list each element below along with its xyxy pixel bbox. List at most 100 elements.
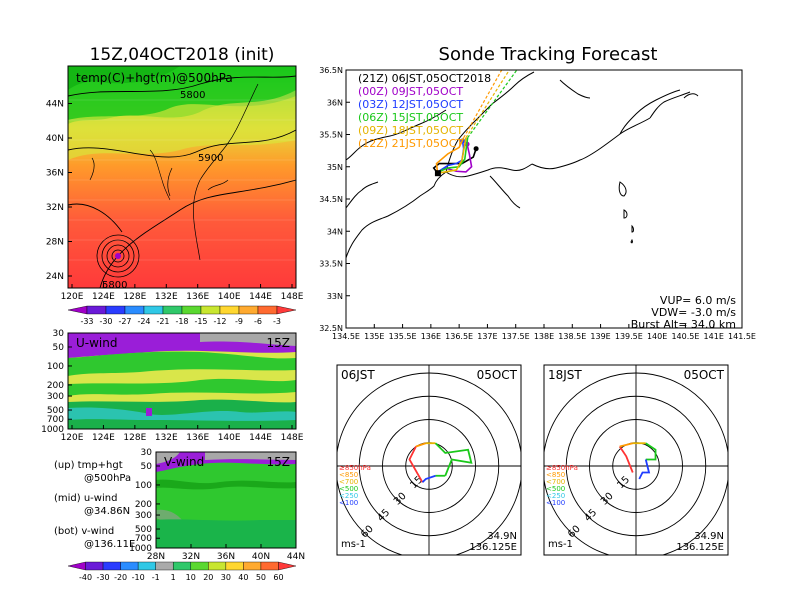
temp-colorbar-swatch [162,305,183,315]
legend-line-5: (bot) v-wind [54,526,114,537]
temp-colorbar: -33 -30 -27 -24 -21 -18 -15 -12 -9 -6 -3 [67,305,297,326]
track-legend-entry: (06Z) 15JST,05OCT [358,111,463,124]
hodo-unit-label: ms-1 [548,539,573,550]
temp-colorbar-swatch [67,305,88,315]
temp-x-tick-label: 136E [186,292,209,302]
map-y-tick-label: 35N [327,163,343,172]
track-params: VUP= 6.0 m/s VDW= -3.0 m/s Burst Alt= 34… [631,294,737,331]
hodo-level-legend: <100 [546,499,565,507]
map-x-tick-label: 141E [704,332,724,341]
wind-colorbar-label: -20 [114,573,127,582]
map-y-tick-label: 36N [327,98,343,107]
legend-line-2: @500hPa [84,473,131,484]
temp-colorbar-swatch [200,305,221,315]
wind-colorbar-swatch [173,561,191,571]
temp-colorbar-swatch [276,305,297,315]
hodo-level-legend: <250 [339,492,358,500]
track-line [437,137,467,174]
wind-colorbar-label: -10 [132,573,145,582]
temp-colorbar-swatch [143,305,164,315]
hodo-wind-trace [638,459,651,480]
vwind-y-tick-label: 500 [135,525,152,535]
map-x-tick-label: 139E [590,332,610,341]
hodo-wind-trace [421,474,436,483]
uwind-y-tick-label: 30 [53,329,65,339]
hodo-level-legend: <850 [546,471,565,479]
vwind-y-tick-label: 50 [141,462,153,472]
wind-colorbar-label: 40 [238,573,248,582]
hodo-wind-trace [408,446,424,483]
track-legend-entry: (03Z) 12JST,05OCT [358,98,463,111]
track-legend: (21Z) 06JST,05OCT2018(00Z) 09JST,05OCT(0… [358,72,491,150]
track-line-dashed [463,70,503,139]
wind-colorbar-label: -40 [79,573,92,582]
vwind-panel-time: 15Z [267,455,291,469]
uwind-x-tick-label: 132E [155,433,178,443]
temp-colorbar-label: -3 [273,317,281,326]
map-x-tick-label: 139.5E [615,332,643,341]
temp-y-tick-label: 36N [46,169,64,179]
temp-colorbar-label: -21 [156,317,169,326]
wind-colorbar-label: -30 [97,573,110,582]
temp-y-tick-label: 44N [46,100,64,110]
uwind-x-tick-label: 144E [249,433,272,443]
vwind-y-tick-label: 200 [135,500,152,510]
wind-colorbar-label: 50 [256,573,266,582]
hodo-wind-trace [619,442,633,448]
hodo-wind-trace [618,445,634,473]
vwind-y-tick-label: 300 [135,511,152,521]
map-x-tick-label: 140.5E [671,332,699,341]
temp-colorbar-label: -27 [118,317,131,326]
hodo-level-legend: <850 [339,471,358,479]
hodo-location-lon: 136.125E [469,542,517,553]
hodo-date-label: 05OCT [477,368,518,382]
map-x-tick-label: 137E [477,332,497,341]
hodo-wind-trace [645,442,657,461]
temp-colorbar-swatch [105,305,126,315]
map-x-tick-label: 138.5E [558,332,586,341]
hodo-level-legend: ≥850hPa [546,464,578,472]
vwind-y-tick-label: 700 [135,534,152,544]
map-x-tick-label: 136.5E [445,332,473,341]
uwind-y-tick-label: 300 [47,392,64,402]
map-y-tick-label: 34N [327,227,343,236]
contour-label-5900: 5900 [198,153,223,164]
vwind-y-tick-label: 100 [135,481,152,491]
vwind-panel [156,452,296,548]
hodo-level-legend: <500 [339,485,358,493]
hodo-location-lat: 34.9N [487,531,517,542]
wind-colorbar-label: 30 [221,573,231,582]
legend-line-1: (up) tmp+hgt [54,460,123,471]
hodo-level-legend: ≥850hPa [339,464,371,472]
wind-colorbar-label: 1 [171,573,176,582]
temp-colorbar-swatch [219,305,240,315]
right-title: Sonde Tracking Forecast [439,44,658,65]
temp-x-tick-label: 148E [281,292,304,302]
panel-legend-text: (up) tmp+hgt @500hPa (mid) u-wind @34.86… [54,460,135,550]
temp-colorbar-label: -6 [254,317,262,326]
map-x-tick-label: 140E [647,332,667,341]
temp-colorbar-label: -33 [80,317,93,326]
wind-colorbar-swatch [278,561,297,571]
wind-colorbar-swatch [85,561,104,571]
temp-y-ticks: 24N 28N 32N 36N 40N 44N [46,100,72,282]
uwind-y-tick-label: 700 [47,415,64,425]
uwind-y-tick-label: 100 [47,362,64,372]
temp-colorbar-swatch [257,305,278,315]
wind-colorbar-swatch [243,561,262,571]
uwind-y-tick-label: 500 [47,406,64,416]
map-x-tick-label: 135E [364,332,384,341]
hodo-date-label: 05OCT [684,368,725,382]
uwind-y-tick-label: 200 [47,381,64,391]
vwind-x-tick-label: 28N [147,552,165,562]
uwind-y-tick-label: 50 [53,343,65,353]
uwind-x-tick-label: 120E [61,433,84,443]
uwind-x-tick-label: 148E [281,433,304,443]
map-x-tick-label: 138E [534,332,554,341]
wind-colorbar: -40 -30 -20 -10 -1 1 10 20 30 40 50 60 [67,561,297,582]
